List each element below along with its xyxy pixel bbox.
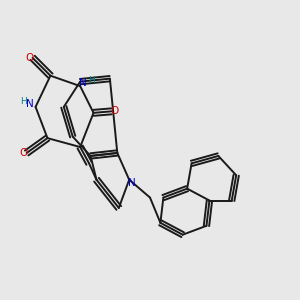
Text: N: N: [79, 78, 87, 88]
Text: H: H: [88, 76, 95, 85]
Text: O: O: [111, 106, 119, 116]
Text: N: N: [26, 99, 34, 109]
Text: O: O: [25, 53, 33, 63]
Text: H: H: [20, 97, 26, 106]
Text: O: O: [19, 148, 27, 158]
Text: N: N: [128, 178, 135, 188]
